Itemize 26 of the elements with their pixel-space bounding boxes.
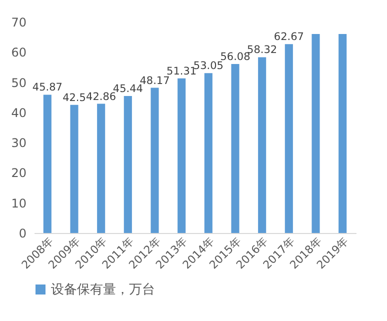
y-tick-label: 0 — [18, 226, 26, 240]
y-tick-label: 60 — [11, 46, 26, 60]
bar — [178, 78, 186, 233]
bar — [231, 64, 240, 233]
bar — [70, 104, 78, 233]
bar — [204, 73, 212, 233]
y-tick-label: 40 — [11, 106, 26, 120]
data-label: 62.67 — [274, 31, 304, 44]
bar — [43, 94, 52, 233]
bar — [312, 34, 320, 233]
data-label: 56.08 — [220, 50, 250, 63]
data-label: 42.86 — [86, 90, 116, 103]
bar — [284, 44, 293, 233]
y-tick-label: 70 — [11, 16, 26, 30]
bar — [258, 57, 266, 233]
data-label: 42.5 — [62, 92, 86, 104]
bar — [150, 88, 159, 233]
y-tick-label: 20 — [11, 166, 26, 180]
y-tick-label: 10 — [11, 196, 26, 210]
bar — [338, 34, 347, 233]
data-label: 45.87 — [32, 82, 62, 94]
y-tick-label: 30 — [11, 136, 26, 150]
bar — [97, 104, 106, 233]
bar — [124, 96, 132, 233]
legend-label: 设备保有量，万台 — [51, 282, 155, 298]
y-tick-label: 50 — [11, 76, 26, 90]
